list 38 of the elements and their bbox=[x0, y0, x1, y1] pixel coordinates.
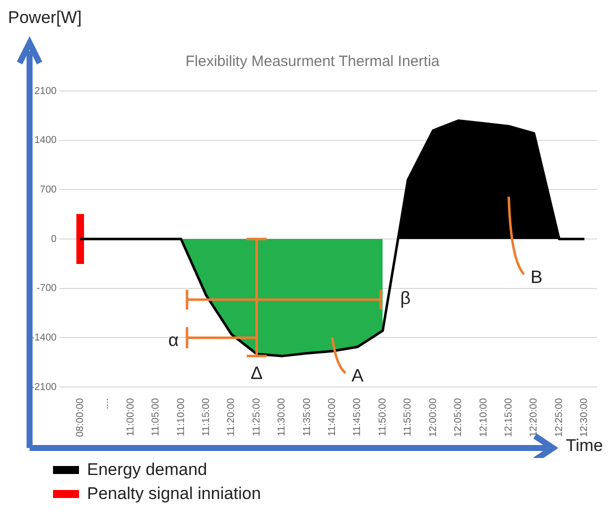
annotation: α bbox=[168, 330, 179, 350]
annotation: B bbox=[530, 266, 542, 287]
legend-label: Penalty signal inniation bbox=[87, 484, 261, 504]
y-axis-title: Power[W] bbox=[8, 8, 82, 28]
x-tick-label: 11:10:00 bbox=[176, 398, 187, 436]
y-tick-label: -1400 bbox=[31, 332, 58, 344]
x-tick-label: 11:20:00 bbox=[226, 398, 238, 436]
y-tick-label: 0 bbox=[51, 234, 58, 245]
x-tick-label: 12:00:00 bbox=[428, 398, 439, 438]
x-tick-label: 12:05:00 bbox=[453, 398, 464, 438]
y-tick-label: -700 bbox=[36, 283, 58, 294]
annotation: A bbox=[351, 365, 364, 386]
annotation: Δ bbox=[250, 362, 263, 383]
x-tick-label: 11:45:00 bbox=[352, 398, 364, 436]
x-tick-label: 11:00:00 bbox=[125, 398, 136, 436]
x-tick-label: 11:15:00 bbox=[200, 398, 212, 436]
y-tick-label: 2100 bbox=[34, 86, 58, 97]
legend-label: Energy demand bbox=[87, 460, 208, 480]
x-tick-label: 08:00:00 bbox=[74, 398, 86, 438]
x-tick-label: 11:25:00 bbox=[251, 398, 262, 436]
x-tick-label: 11:55:00 bbox=[402, 398, 414, 436]
x-tick-label: .... bbox=[100, 398, 112, 410]
x-tick-label: 11:05:00 bbox=[150, 398, 162, 436]
x-tick-label: 12:10:00 bbox=[478, 398, 490, 438]
y-tick-label: 1400 bbox=[34, 135, 58, 146]
y-tick-label: 700 bbox=[40, 184, 58, 196]
x-tick-label: 12:30:00 bbox=[579, 398, 590, 438]
x-tick-label: 11:30:00 bbox=[276, 398, 288, 436]
x-tick-label: 12:25:00 bbox=[554, 398, 565, 438]
x-tick-label: 11:40:00 bbox=[327, 398, 338, 436]
x-tick-label: 12:15:00 bbox=[504, 398, 515, 438]
x-tick-label: 12:20:00 bbox=[528, 398, 540, 438]
x-tick-label: 11:50:00 bbox=[377, 398, 388, 436]
x-tick-label: 11:35:00 bbox=[302, 398, 313, 436]
x-axis-title: Time bbox=[566, 436, 603, 456]
y-tick-label: -2100 bbox=[31, 382, 58, 393]
chart-title: Flexibility Measurment Thermal Inertia bbox=[186, 53, 440, 70]
annotation: β bbox=[400, 288, 411, 308]
